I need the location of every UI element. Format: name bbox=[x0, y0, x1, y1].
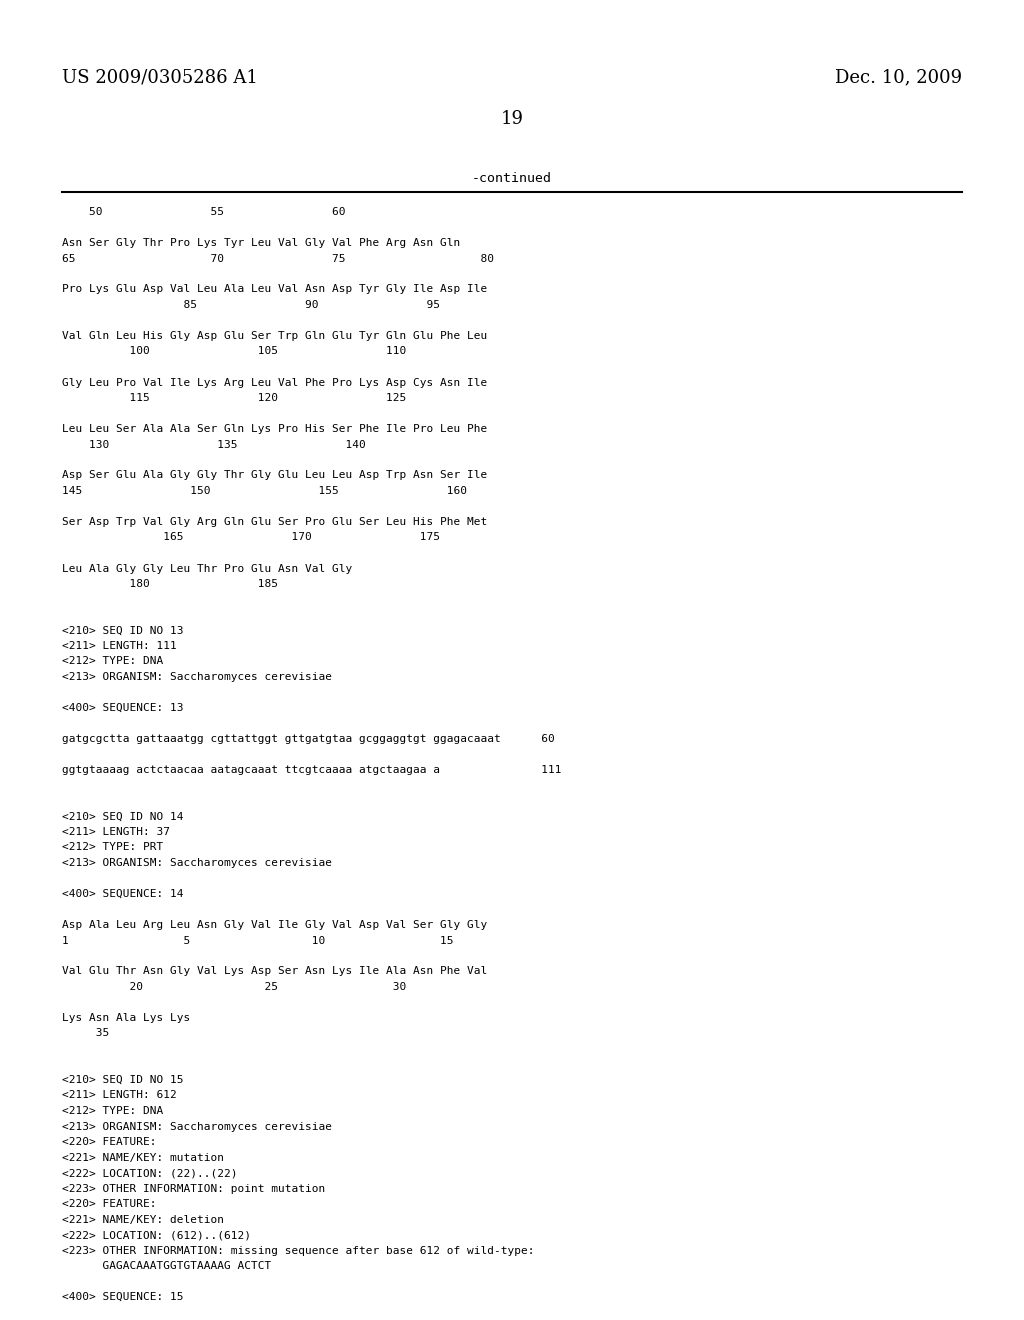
Text: <211> LENGTH: 612: <211> LENGTH: 612 bbox=[62, 1090, 177, 1101]
Text: Val Glu Thr Asn Gly Val Lys Asp Ser Asn Lys Ile Ala Asn Phe Val: Val Glu Thr Asn Gly Val Lys Asp Ser Asn … bbox=[62, 966, 487, 977]
Text: 165                170                175: 165 170 175 bbox=[62, 532, 440, 543]
Text: 130                135                140: 130 135 140 bbox=[62, 440, 366, 450]
Text: Val Gln Leu His Gly Asp Glu Ser Trp Gln Glu Tyr Gln Glu Phe Leu: Val Gln Leu His Gly Asp Glu Ser Trp Gln … bbox=[62, 331, 487, 341]
Text: 145                150                155                160: 145 150 155 160 bbox=[62, 486, 467, 496]
Text: US 2009/0305286 A1: US 2009/0305286 A1 bbox=[62, 69, 258, 86]
Text: <221> NAME/KEY: deletion: <221> NAME/KEY: deletion bbox=[62, 1214, 224, 1225]
Text: 180                185: 180 185 bbox=[62, 579, 278, 589]
Text: <211> LENGTH: 37: <211> LENGTH: 37 bbox=[62, 828, 170, 837]
Text: Gly Leu Pro Val Ile Lys Arg Leu Val Phe Pro Lys Asp Cys Asn Ile: Gly Leu Pro Val Ile Lys Arg Leu Val Phe … bbox=[62, 378, 487, 388]
Text: 65                    70                75                    80: 65 70 75 80 bbox=[62, 253, 494, 264]
Text: <212> TYPE: PRT: <212> TYPE: PRT bbox=[62, 842, 163, 853]
Text: <223> OTHER INFORMATION: missing sequence after base 612 of wild-type:: <223> OTHER INFORMATION: missing sequenc… bbox=[62, 1246, 535, 1255]
Text: <220> FEATURE:: <220> FEATURE: bbox=[62, 1137, 157, 1147]
Text: Lys Asn Ala Lys Lys: Lys Asn Ala Lys Lys bbox=[62, 1012, 190, 1023]
Text: <213> ORGANISM: Saccharomyces cerevisiae: <213> ORGANISM: Saccharomyces cerevisiae bbox=[62, 1122, 332, 1131]
Text: <400> SEQUENCE: 13: <400> SEQUENCE: 13 bbox=[62, 704, 183, 713]
Text: 20                  25                 30: 20 25 30 bbox=[62, 982, 407, 993]
Text: Asp Ala Leu Arg Leu Asn Gly Val Ile Gly Val Asp Val Ser Gly Gly: Asp Ala Leu Arg Leu Asn Gly Val Ile Gly … bbox=[62, 920, 487, 931]
Text: Asp Ser Glu Ala Gly Gly Thr Gly Glu Leu Leu Asp Trp Asn Ser Ile: Asp Ser Glu Ala Gly Gly Thr Gly Glu Leu … bbox=[62, 470, 487, 480]
Text: <222> LOCATION: (22)..(22): <222> LOCATION: (22)..(22) bbox=[62, 1168, 238, 1177]
Text: 1                 5                  10                 15: 1 5 10 15 bbox=[62, 936, 454, 945]
Text: 19: 19 bbox=[501, 110, 523, 128]
Text: 50                55                60: 50 55 60 bbox=[62, 207, 345, 216]
Text: <221> NAME/KEY: mutation: <221> NAME/KEY: mutation bbox=[62, 1152, 224, 1163]
Text: <213> ORGANISM: Saccharomyces cerevisiae: <213> ORGANISM: Saccharomyces cerevisiae bbox=[62, 672, 332, 682]
Text: gatgcgctta gattaaatgg cgttattggt gttgatgtaa gcggaggtgt ggagacaaat      60: gatgcgctta gattaaatgg cgttattggt gttgatg… bbox=[62, 734, 555, 744]
Text: 115                120                125: 115 120 125 bbox=[62, 393, 407, 403]
Text: Dec. 10, 2009: Dec. 10, 2009 bbox=[835, 69, 962, 86]
Text: 100                105                110: 100 105 110 bbox=[62, 346, 407, 356]
Text: Leu Leu Ser Ala Ala Ser Gln Lys Pro His Ser Phe Ile Pro Leu Phe: Leu Leu Ser Ala Ala Ser Gln Lys Pro His … bbox=[62, 424, 487, 434]
Text: <210> SEQ ID NO 15: <210> SEQ ID NO 15 bbox=[62, 1074, 183, 1085]
Text: Pro Lys Glu Asp Val Leu Ala Leu Val Asn Asp Tyr Gly Ile Asp Ile: Pro Lys Glu Asp Val Leu Ala Leu Val Asn … bbox=[62, 285, 487, 294]
Text: GAGACAAATGGTGTAAAAG ACTCT: GAGACAAATGGTGTAAAAG ACTCT bbox=[62, 1261, 271, 1271]
Text: <210> SEQ ID NO 13: <210> SEQ ID NO 13 bbox=[62, 626, 183, 635]
Text: <212> TYPE: DNA: <212> TYPE: DNA bbox=[62, 1106, 163, 1115]
Text: 85                90                95: 85 90 95 bbox=[62, 300, 440, 310]
Text: -continued: -continued bbox=[472, 172, 552, 185]
Text: Ser Asp Trp Val Gly Arg Gln Glu Ser Pro Glu Ser Leu His Phe Met: Ser Asp Trp Val Gly Arg Gln Glu Ser Pro … bbox=[62, 517, 487, 527]
Text: ggtgtaaaag actctaacaa aatagcaaat ttcgtcaaaa atgctaagaa a               111: ggtgtaaaag actctaacaa aatagcaaat ttcgtca… bbox=[62, 766, 561, 775]
Text: 35: 35 bbox=[62, 1028, 110, 1039]
Text: <212> TYPE: DNA: <212> TYPE: DNA bbox=[62, 656, 163, 667]
Text: <213> ORGANISM: Saccharomyces cerevisiae: <213> ORGANISM: Saccharomyces cerevisiae bbox=[62, 858, 332, 869]
Text: <400> SEQUENCE: 14: <400> SEQUENCE: 14 bbox=[62, 888, 183, 899]
Text: Leu Ala Gly Gly Leu Thr Pro Glu Asn Val Gly: Leu Ala Gly Gly Leu Thr Pro Glu Asn Val … bbox=[62, 564, 352, 573]
Text: <210> SEQ ID NO 14: <210> SEQ ID NO 14 bbox=[62, 812, 183, 821]
Text: <400> SEQUENCE: 15: <400> SEQUENCE: 15 bbox=[62, 1292, 183, 1302]
Text: <222> LOCATION: (612)..(612): <222> LOCATION: (612)..(612) bbox=[62, 1230, 251, 1239]
Text: <223> OTHER INFORMATION: point mutation: <223> OTHER INFORMATION: point mutation bbox=[62, 1184, 326, 1193]
Text: Asn Ser Gly Thr Pro Lys Tyr Leu Val Gly Val Phe Arg Asn Gln: Asn Ser Gly Thr Pro Lys Tyr Leu Val Gly … bbox=[62, 238, 460, 248]
Text: <220> FEATURE:: <220> FEATURE: bbox=[62, 1199, 157, 1209]
Text: <211> LENGTH: 111: <211> LENGTH: 111 bbox=[62, 642, 177, 651]
